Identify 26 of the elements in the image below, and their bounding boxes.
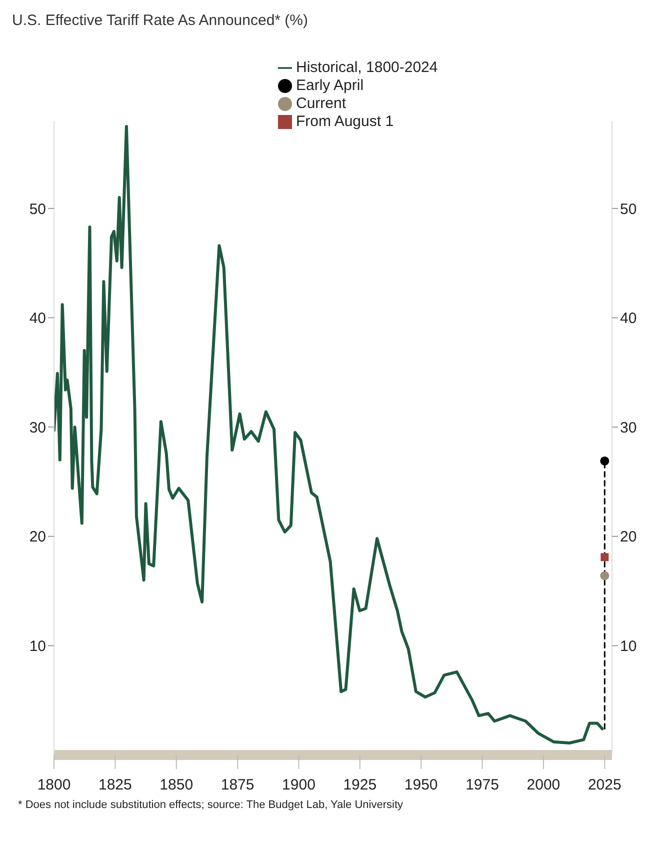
legend-label: Current xyxy=(296,95,346,112)
y2-tick-label: 30 xyxy=(620,419,637,436)
x-tick-label: 1875 xyxy=(220,776,254,794)
legend-label: Historical, 1800-2024 xyxy=(296,59,438,76)
legend-label: From August 1 xyxy=(296,113,394,130)
y-tick-label: 20 xyxy=(29,528,46,546)
x-tick-label: 1825 xyxy=(98,776,132,794)
y-tick-label: 10 xyxy=(29,638,46,656)
y2-tick-label: 50 xyxy=(620,200,637,218)
x-tick-label: 1900 xyxy=(282,776,316,794)
legend-label: Early April xyxy=(296,77,364,94)
x-tick-label: 2025 xyxy=(588,776,622,794)
x-tick-label: 2000 xyxy=(526,776,560,794)
text: * Does not include substitution effects; source: The Budget Lab, Yale University xyxy=(17,799,404,811)
y2-tick-label: 10 xyxy=(620,638,637,656)
y-tick-label: 30 xyxy=(29,419,46,436)
x-tick-label: 1850 xyxy=(160,776,194,794)
x-tick-label: 1800 xyxy=(37,776,71,794)
x-tick-label: 1950 xyxy=(404,776,438,794)
chart-title: U.S. Effective Tariff Rate As Announced* (%) xyxy=(11,11,309,29)
y-tick-label: 40 xyxy=(29,310,46,328)
x-tick-label: 1925 xyxy=(343,776,377,794)
y2-tick-label: 40 xyxy=(620,310,637,328)
x-tick-label: 1975 xyxy=(466,776,499,794)
y-tick-label: 50 xyxy=(29,200,46,218)
y2-tick-label: 20 xyxy=(620,528,637,546)
